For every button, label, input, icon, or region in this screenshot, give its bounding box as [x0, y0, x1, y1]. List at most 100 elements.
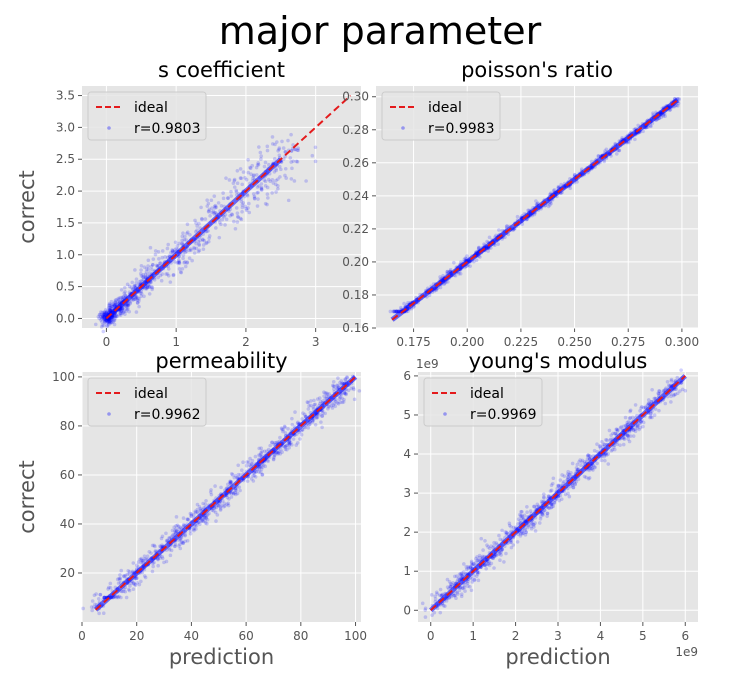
scatter-point: [214, 205, 219, 209]
scatter-point: [157, 257, 161, 261]
scatter-point: [313, 402, 318, 407]
scatter-point: [452, 593, 456, 598]
scatter-point: [452, 574, 457, 579]
scatter-point: [217, 235, 222, 240]
scatter-point: [523, 533, 528, 537]
scatter-point: [193, 229, 198, 234]
scatter-point: [318, 401, 322, 406]
scatter-point: [633, 403, 638, 407]
scatter-point: [640, 404, 644, 409]
scatter-point: [596, 153, 601, 158]
scatter-point: [522, 516, 526, 521]
scatter-point: [108, 319, 112, 323]
x-tick-label: 0: [427, 629, 435, 643]
scatter-point: [278, 452, 283, 456]
scatter-point: [284, 176, 288, 180]
scatter-point: [118, 577, 122, 582]
scatter-point: [281, 429, 285, 434]
scatter-point: [532, 504, 537, 509]
scatter-point: [305, 400, 310, 404]
scatter-point: [451, 581, 455, 585]
scatter-point: [197, 242, 201, 247]
scatter-point: [342, 391, 347, 395]
scatter-point: [318, 399, 323, 404]
scatter-point: [430, 613, 434, 617]
scatter-point: [521, 531, 526, 536]
scatter-point: [276, 451, 281, 455]
scatter-point: [346, 388, 351, 393]
scatter-point: [257, 453, 261, 457]
scatter-point: [222, 501, 227, 506]
scatter-point: [193, 509, 198, 514]
scatter-point: [99, 312, 104, 317]
scatter-point: [301, 411, 305, 415]
scatter-point: [234, 488, 238, 493]
scatter-point: [649, 124, 653, 129]
scatter-point: [180, 234, 185, 239]
scatter-point: [545, 514, 549, 518]
scatter-point: [542, 495, 546, 499]
scatter-point: [249, 462, 254, 467]
scatter-point: [122, 309, 126, 314]
scatter-point: [126, 587, 131, 592]
scatter-point: [105, 324, 110, 329]
scatter-point: [648, 411, 653, 416]
scatter-point: [177, 538, 182, 543]
scatter-point: [460, 586, 465, 590]
scatter-point: [160, 554, 164, 559]
scatter-point: [188, 247, 193, 251]
scatter-point: [192, 528, 196, 533]
scatter-point: [147, 285, 152, 289]
scatter-point: [246, 170, 251, 175]
scatter-point: [260, 449, 264, 453]
scatter-point: [215, 513, 220, 517]
scatter-point: [240, 182, 245, 187]
scatter-point: [143, 272, 148, 277]
scatter-point: [620, 135, 624, 140]
scatter-point: [175, 261, 180, 265]
scatter-point: [603, 458, 607, 463]
scatter-point: [114, 595, 119, 600]
scatter-point: [100, 323, 105, 327]
scatter-point: [187, 256, 192, 260]
scatter-point: [518, 514, 523, 518]
scatter-point: [258, 150, 263, 155]
scatter-point: [105, 321, 110, 325]
scatter-point: [211, 209, 216, 214]
ideal-line: [95, 376, 357, 611]
scatter-point: [420, 601, 425, 606]
scatter-point: [327, 392, 331, 396]
scatter-point: [577, 460, 581, 464]
scatter-point: [505, 224, 509, 228]
scatter-point: [289, 177, 294, 181]
scatter-point: [247, 210, 252, 215]
scatter-point: [663, 401, 668, 406]
scatter-point: [103, 320, 107, 324]
scatter-point: [549, 488, 554, 493]
scatter-point: [127, 570, 132, 574]
scatter-point: [174, 246, 179, 251]
scatter-point: [97, 611, 101, 616]
scatter-point: [279, 167, 283, 172]
scatter-point: [206, 229, 210, 233]
scatter-point: [92, 593, 97, 598]
scatter-point: [102, 315, 107, 319]
scatter-point: [113, 303, 117, 308]
scatter-point: [171, 532, 176, 537]
scatter-point: [583, 459, 587, 464]
scatter-point: [197, 221, 201, 226]
y-tick-label: 0.24: [342, 189, 369, 203]
scatter-point: [625, 420, 630, 425]
scatter-point: [524, 530, 529, 535]
scatter-point: [438, 610, 443, 615]
scatter-point: [204, 241, 208, 246]
scatter-point: [509, 545, 514, 550]
scatter-point: [141, 558, 146, 563]
scatter-point: [585, 457, 590, 462]
scatter-point: [232, 185, 237, 189]
scatter-point: [271, 457, 276, 461]
scatter-point: [657, 389, 662, 393]
scatter-point: [341, 400, 346, 404]
scatter-point: [504, 532, 509, 537]
scatter-point: [468, 264, 472, 268]
